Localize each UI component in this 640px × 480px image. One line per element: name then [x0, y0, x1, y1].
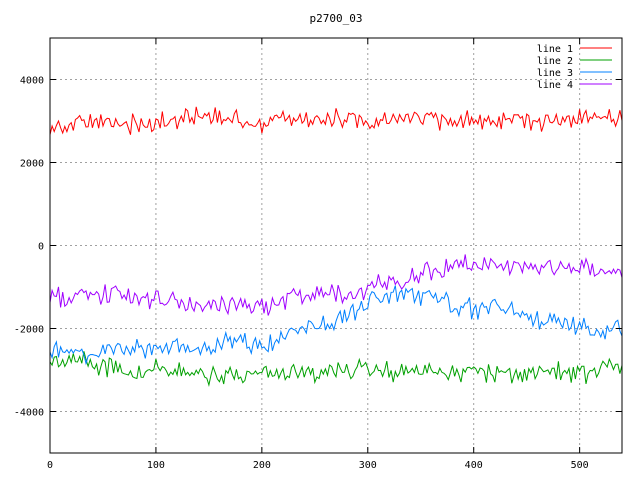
- grid: [50, 38, 622, 453]
- x-tick-label: 300: [359, 460, 377, 471]
- series-line-3: [49, 285, 623, 366]
- legend-label-1: line 1: [537, 44, 573, 55]
- series-line-2: [49, 351, 623, 387]
- x-tick-label: 500: [571, 460, 589, 471]
- x-tick-label: 0: [47, 460, 53, 471]
- y-tick-label: 2000: [20, 159, 44, 170]
- y-tick-label: 0: [38, 242, 44, 253]
- series-lines: [49, 106, 623, 387]
- series-line-4: [49, 254, 623, 316]
- legend-label-4: line 4: [537, 80, 573, 91]
- x-tick-label: 200: [253, 460, 271, 471]
- y-tick-label: 4000: [20, 76, 44, 87]
- series-line-1: [49, 106, 623, 135]
- x-tick-label: 400: [465, 460, 483, 471]
- chart-title: p2700_03: [310, 12, 363, 25]
- legend-label-3: line 3: [537, 68, 573, 79]
- y-tick-label: -2000: [14, 325, 44, 336]
- legend-label-2: line 2: [537, 56, 573, 67]
- x-tick-label: 100: [147, 460, 165, 471]
- axis-ticks: 0 100 200 300 400 500 -4000 -2000 0 2000 4000: [14, 38, 622, 471]
- y-tick-label: -4000: [14, 408, 44, 419]
